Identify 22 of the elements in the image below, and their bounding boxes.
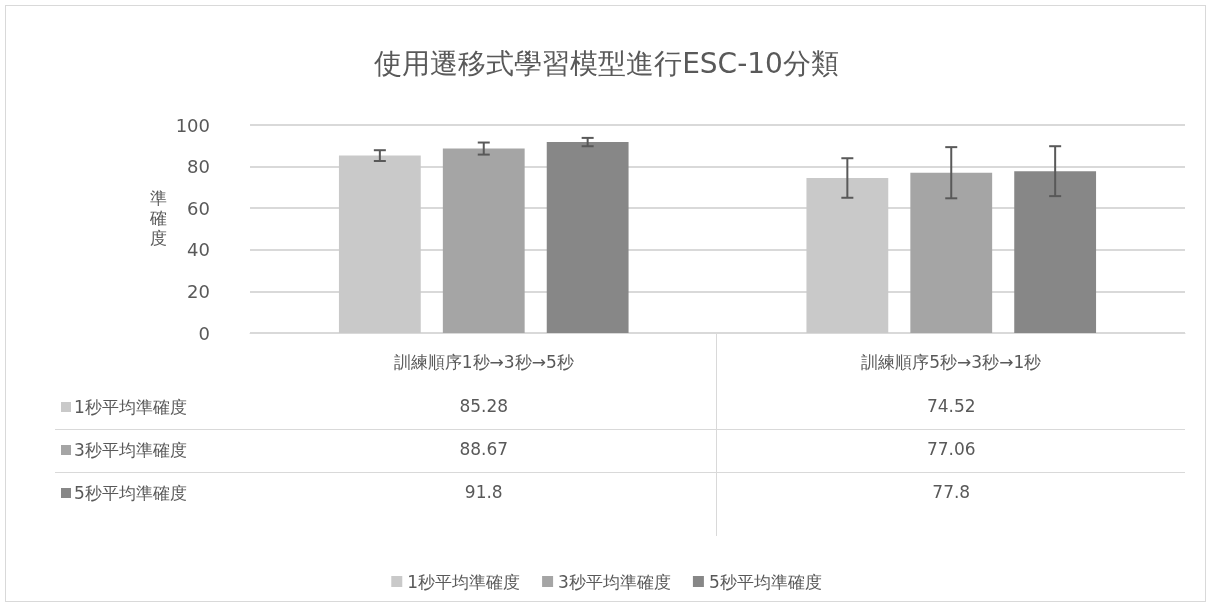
y-tick-label: 60 bbox=[187, 197, 210, 219]
data-label: 85.28 bbox=[459, 396, 509, 416]
text: 3秒平均準確度 bbox=[74, 440, 187, 460]
y-tick-label: 20 bbox=[187, 280, 210, 302]
x-tick-label: 訓練順序5秒→3秒→1秒 bbox=[861, 351, 1042, 372]
legend-label: 5秒平均準確度 bbox=[708, 571, 822, 592]
text: 1秒平均準確度 bbox=[407, 571, 521, 592]
y-tick-label: 40 bbox=[187, 239, 210, 261]
data-label: 77.8 bbox=[932, 482, 971, 502]
data-label: 74.52 bbox=[926, 396, 976, 416]
legend-label: 1秒平均準確度 bbox=[73, 396, 187, 419]
data-label: 91.8 bbox=[464, 482, 503, 502]
data-label: 77.06 bbox=[926, 439, 976, 459]
y-tick-label: 100 bbox=[175, 114, 210, 136]
y-tick-label: 0 bbox=[198, 322, 210, 344]
x-tick-label: 訓練順序1秒→3秒→5秒 bbox=[393, 351, 574, 372]
y-tick-label: 80 bbox=[187, 156, 210, 178]
y-axis-title: 準確度 bbox=[150, 188, 168, 248]
text: 5秒平均準確度 bbox=[74, 483, 187, 503]
data-label: 88.67 bbox=[459, 439, 509, 459]
chart-title: 使用遷移式學習模型進行ESC-10分類 bbox=[374, 46, 839, 80]
legend-label: 3秒平均準確度 bbox=[558, 571, 671, 592]
